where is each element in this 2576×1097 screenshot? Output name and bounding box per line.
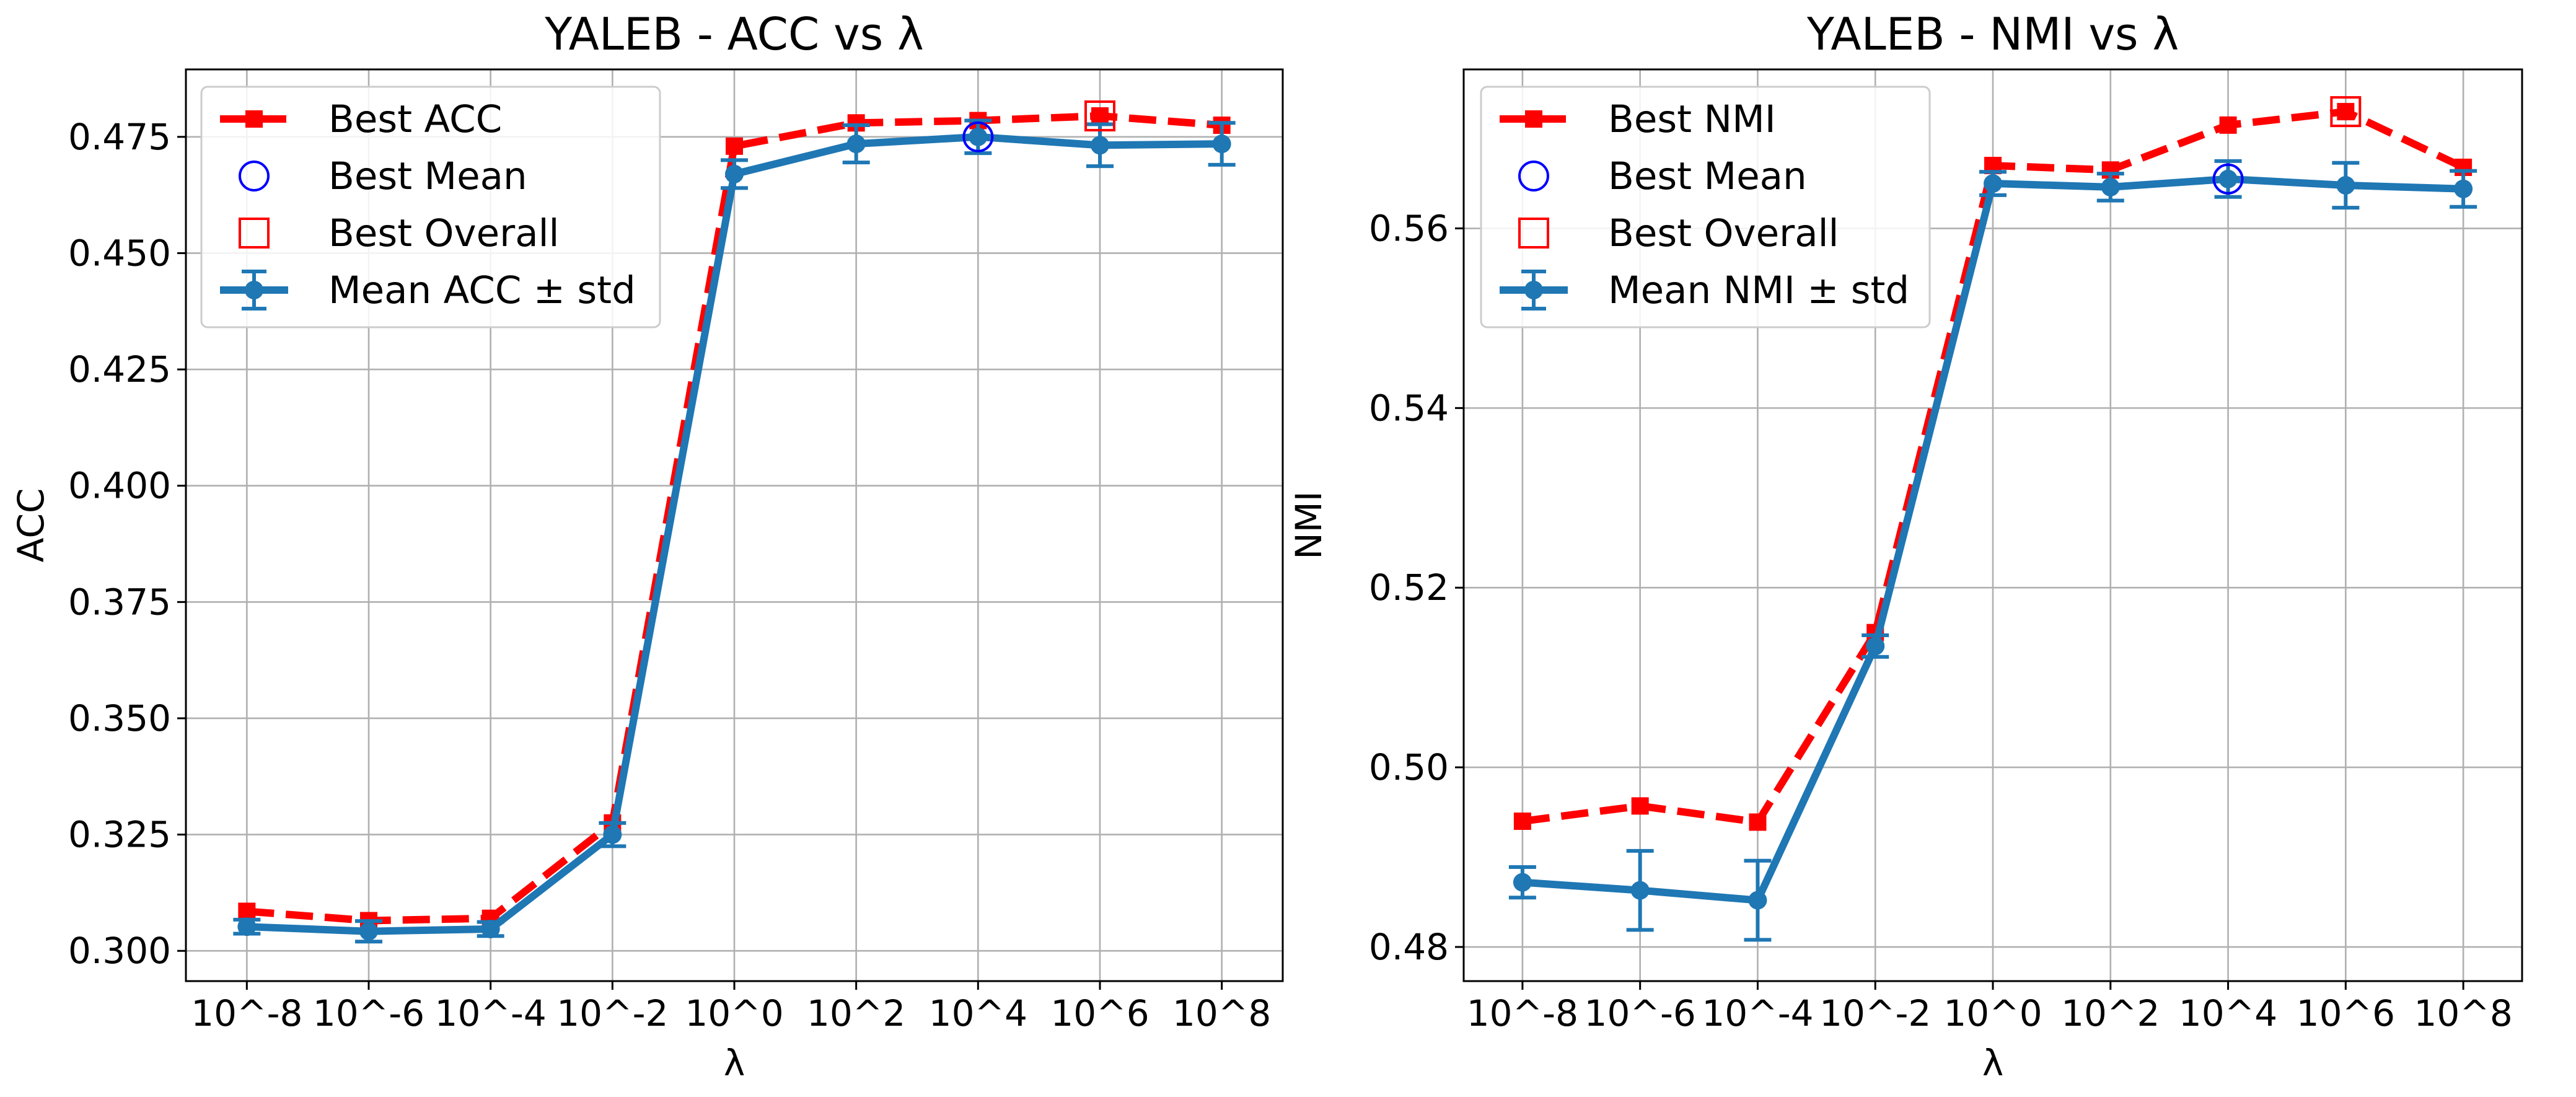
mean-series-point [2218,169,2238,188]
x-tick-label: 10^-2 [1819,992,1931,1034]
legend-mean-point-swatch [245,281,263,299]
x-tick-label: 10^-2 [556,992,668,1034]
x-tick-label: 10^0 [1943,992,2042,1034]
y-tick-label: 0.375 [68,581,171,623]
x-tick-label: 10^2 [807,992,905,1034]
mean-series-point [359,922,378,941]
mean-series-point [603,825,622,844]
y-tick-label: 0.56 [1369,208,1449,250]
legend-best-point-swatch [245,110,263,128]
legend-mean-label: Mean NMI ± std [1608,268,1909,312]
best-series-point [1091,107,1109,125]
axes-frame [1462,68,2523,982]
mean-series-point [1630,881,1650,900]
y-tick-label: 0.50 [1369,746,1449,788]
y-tick-label: 0.48 [1369,926,1449,968]
legend-best-label: Best NMI [1608,97,1776,141]
x-tick-label: 10^4 [2179,992,2277,1034]
x-tick-label: 10^2 [2061,992,2160,1034]
legend: Best ACC Best Mean Best Overall Mean ACC ± … [200,86,661,328]
legend: Best NMI Best Mean Best Overall Mean NMI ± … [1480,86,1931,328]
legend-box [200,86,661,328]
x-tick-label: 10^6 [1050,992,1149,1034]
mean-series-point [969,127,988,146]
chart-title: YALEB - NMI vs λ [1806,8,2179,60]
x-tick-label: 10^8 [1172,992,1271,1034]
legend-best-overall-swatch [239,218,270,249]
best-series-point [1513,813,1531,830]
legend-best-label: Best ACC [328,97,502,141]
best-series [1513,103,2473,831]
x-tick-label: 10^8 [2414,992,2512,1034]
best-series-point [1631,797,1649,815]
legend-mean-label: Mean ACC ± std [328,268,636,312]
y-tick-label: 0.450 [68,232,171,274]
legend-best-point-swatch [1525,110,1542,128]
y-tick-label: 0.400 [68,465,171,507]
nmi-chart-panel: 10^-8 10^-6 10^-4 10^-2 10^0 10^2 10^4 10^6 10^8… [1288,8,2523,1084]
x-tick-label: 10^0 [685,992,783,1034]
axes-frame [185,68,1284,982]
best-series-point [1749,813,1767,831]
best-series-line [246,112,1223,925]
x-tick-label: 10^-8 [1467,992,1578,1034]
legend-best-overall-label: Best Overall [1608,211,1839,255]
mean-series-point [1212,134,1231,154]
mean-series-point [481,919,500,938]
acc-chart-panel: 10^-8 10^-6 10^-4 10^-2 10^0 10^2 10^4 10^6 10^8… [10,8,1284,1084]
legend-best-mean-swatch [1518,161,1549,192]
legend-box [1480,86,1931,328]
mean-series-point [1866,637,1885,656]
mean-series [233,118,1236,944]
legend-best-overall-swatch [1518,218,1549,249]
legend-best-mean-label: Best Mean [328,154,527,198]
mean-series-point [2101,177,2120,196]
best-mean-marker [962,121,994,152]
y-tick-label: 0.300 [68,930,171,972]
y-tick-label: 0.54 [1369,387,1449,429]
x-tick-label: 10^4 [929,992,1027,1034]
y-axis-title: ACC [10,488,52,563]
grid [186,69,1283,981]
mean-series-point [1748,891,1767,910]
best-overall-marker [1084,100,1115,132]
mean-series-point [846,134,866,154]
y-tick-label: 0.325 [68,814,171,856]
y-tick-label: 0.425 [68,348,171,390]
y-axis-title: NMI [1288,491,1330,560]
x-axis-title: λ [724,1042,745,1084]
x-tick-label: 10^-6 [1585,992,1696,1034]
mean-series-point [2336,175,2355,195]
x-tick-label: 10^-4 [435,992,547,1034]
x-tick-label: 10^-4 [1702,992,1813,1034]
y-tick-label: 0.475 [68,116,171,158]
x-tick-label: 10^6 [2297,992,2395,1034]
mean-series-point [237,917,257,936]
best-series-point [2219,116,2237,134]
mean-series-point [1091,136,1109,155]
legend-best-overall-label: Best Overall [328,211,559,255]
legend-best-mean-swatch [239,161,270,192]
chart-title: YALEB - ACC vs λ [544,8,923,60]
mean-series-point [2454,179,2473,198]
best-series-point [726,137,743,155]
x-axis-title: λ [1982,1042,2003,1084]
mean-series [1508,159,2477,942]
legend-mean-point-swatch [1524,281,1543,299]
x-tick-label: 10^-8 [191,992,302,1034]
best-series-point [2337,103,2355,121]
legend-best-mean-label: Best Mean [1608,154,1807,198]
y-tick-label: 0.350 [68,697,171,739]
mean-series-point [1513,873,1532,892]
mean-series-point [725,164,744,183]
best-overall-marker [2330,96,2362,128]
best-series-point [238,902,256,920]
y-tick-label: 0.52 [1369,566,1449,609]
mean-series-point [1984,174,2002,193]
best-mean-marker [2212,163,2244,195]
x-tick-label: 10^-6 [313,992,424,1034]
